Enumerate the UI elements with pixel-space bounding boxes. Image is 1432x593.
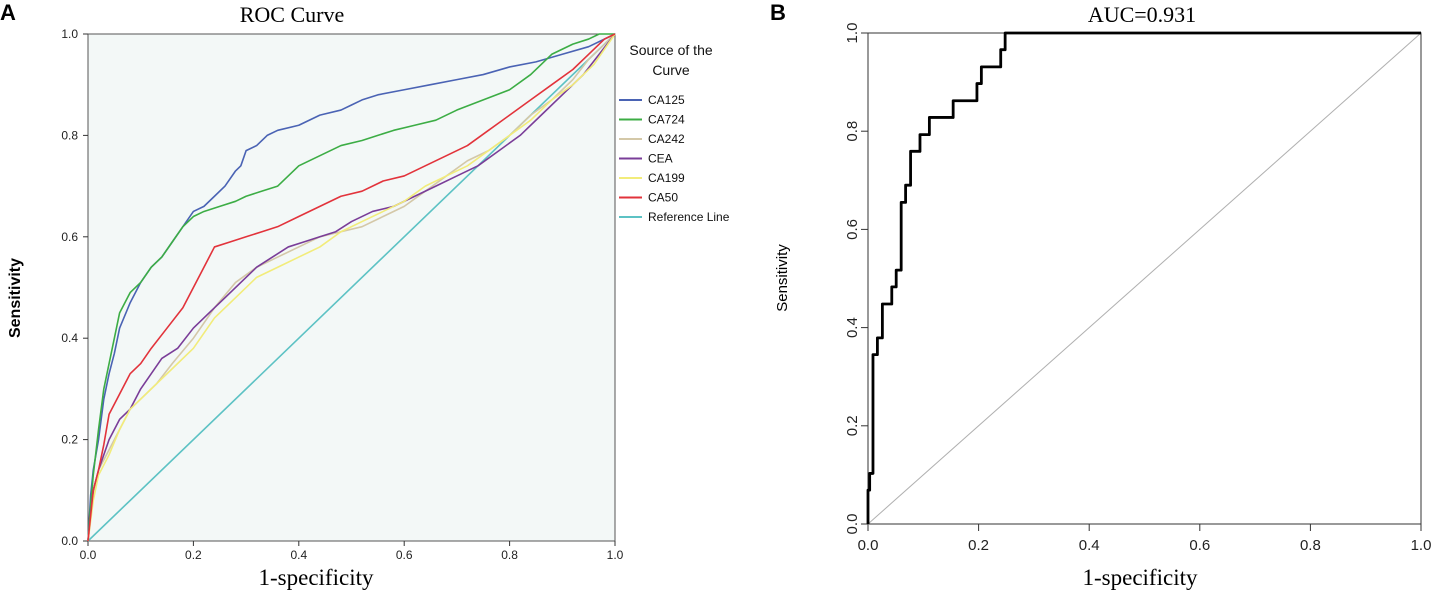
panel-a-series — [87, 33, 616, 542]
legend-label-ca199: CA199 — [648, 171, 685, 185]
panel-b-x-axis: 0.0 0.2 0.4 0.6 0.8 1.0 — [858, 524, 1432, 554]
series-line-diagonal — [867, 32, 1422, 525]
x-tick-label: 0.2 — [968, 537, 989, 554]
panel-b-letter: B — [770, 0, 786, 25]
series-line-roc — [866, 31, 1421, 524]
legend-label-ca125: CA125 — [648, 93, 685, 107]
y-tick-label: 0.0 — [844, 514, 861, 535]
y-tick-label: 0.2 — [844, 415, 861, 436]
series-line-ca199 — [87, 33, 616, 542]
y-tick-label: 1.0 — [844, 23, 861, 44]
panel-b-title: AUC=0.931 — [1088, 2, 1196, 27]
panel-a-x-axis: 0.0 0.2 0.4 0.6 0.8 1.0 — [80, 541, 624, 562]
y-tick-label: 0.4 — [61, 331, 78, 345]
legend-label-cea: CEA — [648, 152, 673, 166]
y-tick-label: 0.4 — [844, 317, 861, 338]
series-line-ca50 — [87, 33, 616, 542]
panel-b-y-axis: 0.0 0.2 0.4 0.6 0.8 1.0 — [844, 23, 868, 535]
x-tick-label: 0.2 — [185, 548, 202, 562]
panel-a-y-axis: 0.0 0.2 0.4 0.6 0.8 1.0 — [61, 27, 88, 548]
series-line-ca724 — [87, 33, 615, 542]
y-tick-label: 0.8 — [844, 121, 861, 142]
legend-label-ca724: CA724 — [648, 113, 685, 127]
legend-label-ca242: CA242 — [648, 132, 685, 146]
y-tick-label: 0.6 — [61, 230, 78, 244]
x-tick-label: 1.0 — [607, 548, 624, 562]
legend-title-line-2: Curve — [652, 62, 690, 78]
legend-label-ca50: CA50 — [648, 191, 678, 205]
panel-b-y-label: Sensitivity — [774, 244, 791, 312]
x-tick-label: 0.0 — [80, 548, 97, 562]
x-tick-label: 0.6 — [1189, 537, 1210, 554]
x-tick-label: 1.0 — [1411, 537, 1432, 554]
x-tick-label: 0.6 — [396, 548, 413, 562]
legend-title-line-1: Source of the — [629, 42, 712, 58]
panel-a-x-label: 1-specificity — [259, 565, 374, 590]
y-tick-label: 0.0 — [61, 534, 78, 548]
legend-label-reference-line: Reference Line — [648, 210, 730, 224]
x-tick-label: 0.4 — [1079, 537, 1100, 554]
y-tick-label: 0.6 — [844, 219, 861, 240]
panel-a-legend: Source of the Curve CA125 CA724 CA242 CEA CA… — [619, 42, 730, 224]
panel-b-x-label: 1-specificity — [1083, 565, 1198, 590]
panel-a-y-label: Sensitivity — [7, 258, 24, 338]
series-line-cea — [87, 33, 616, 542]
panel-b-series — [866, 31, 1422, 525]
panel-a-letter: A — [0, 0, 16, 25]
x-tick-label: 0.8 — [1300, 537, 1321, 554]
panel-b: B AUC=0.931 0.0 0.2 0.4 0.6 0.8 1.0 0.0 0.2 0.4… — [770, 0, 1431, 590]
y-tick-label: 0.2 — [61, 433, 78, 447]
x-tick-label: 0.0 — [858, 537, 879, 554]
y-tick-label: 0.8 — [61, 128, 78, 142]
x-tick-label: 0.4 — [290, 548, 307, 562]
y-tick-label: 1.0 — [61, 27, 78, 41]
panel-a-title: ROC Curve — [240, 2, 345, 27]
series-line-ca125 — [87, 33, 616, 542]
panel-a: A ROC Curve 0.0 0.2 0.4 0.6 0.8 1.0 0.0 0.2 0.4… — [0, 0, 730, 590]
x-tick-label: 0.8 — [501, 548, 518, 562]
